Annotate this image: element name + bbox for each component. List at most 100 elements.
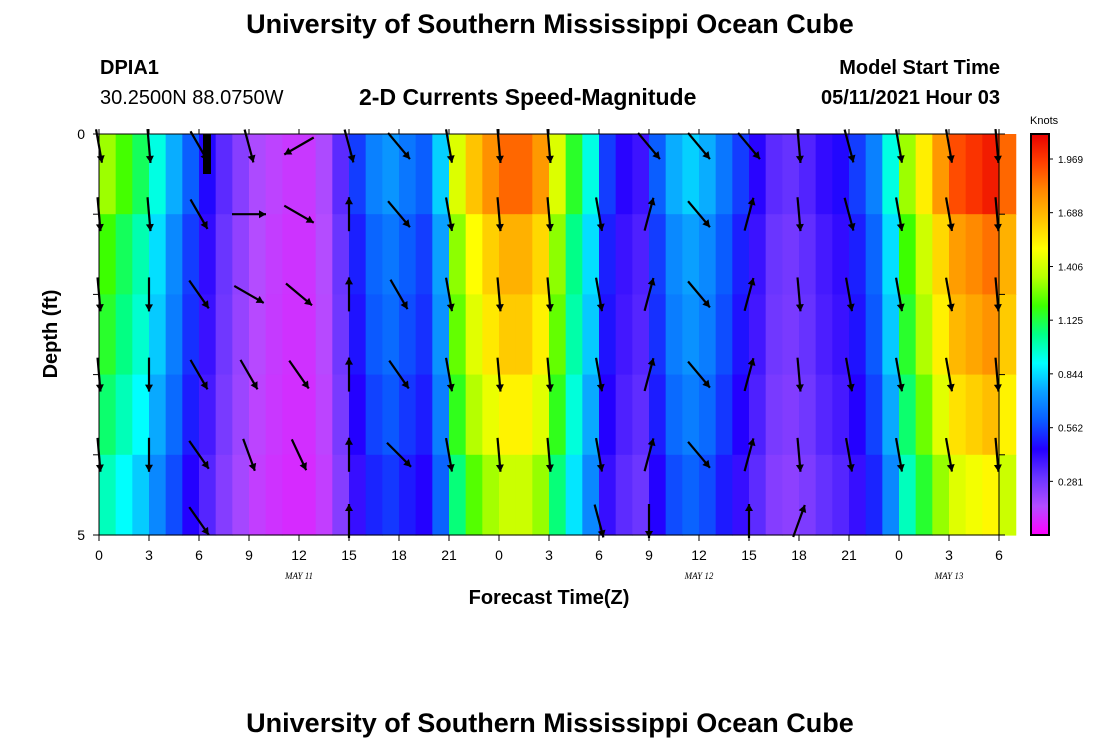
heatmap-cell (849, 374, 867, 456)
current-vector (944, 129, 955, 163)
heatmap-cell (132, 374, 150, 456)
current-vector (993, 277, 1002, 312)
heatmap-cell (415, 294, 433, 376)
heatmap-cell (399, 374, 417, 456)
heatmap-cell (449, 374, 467, 456)
heatmap-cell (732, 374, 750, 456)
current-vector (844, 357, 855, 392)
x-tick-label: 21 (841, 547, 857, 563)
heatmap-cell (549, 294, 567, 376)
heatmap-cell (999, 294, 1017, 376)
heatmap-cell (882, 214, 900, 295)
current-vector (94, 129, 105, 163)
heatmap-cell (599, 214, 617, 295)
heatmap-cell (649, 214, 667, 295)
current-vector (687, 132, 711, 160)
current-vector (743, 357, 756, 392)
heatmap-cell (515, 374, 533, 456)
heatmap-cell (615, 214, 633, 295)
heatmap-cell (815, 454, 833, 536)
model-start-label: Model Start Time (839, 57, 1000, 79)
heatmap-cell (282, 374, 300, 456)
heatmap-cell (765, 374, 783, 456)
current-vector (545, 277, 554, 312)
current-vector (145, 197, 154, 232)
heatmap-cell (332, 374, 350, 456)
current-vector (545, 357, 554, 392)
current-vector (288, 360, 310, 390)
heatmap-cell (782, 454, 800, 536)
heatmap-cell (582, 294, 600, 376)
heatmap-cell (99, 454, 117, 536)
current-vector (285, 282, 313, 307)
heatmap-cell (165, 374, 183, 456)
heatmap-cells (99, 134, 1017, 536)
date-label: MAY 13 (934, 571, 964, 581)
heatmap-cell (749, 454, 767, 536)
heatmap-cell (799, 294, 817, 376)
current-vector (189, 198, 209, 230)
current-vector (242, 438, 257, 472)
heatmap-cell (332, 294, 350, 376)
heatmap-cell (165, 454, 183, 536)
heatmap-cell (699, 214, 717, 295)
heatmap-cell (432, 214, 450, 295)
heatmap-cell (865, 374, 883, 456)
heatmap-cell (215, 454, 233, 536)
heatmap-cell (549, 134, 567, 215)
current-vector (345, 277, 353, 312)
date-label: MAY 12 (684, 571, 714, 581)
heatmap-cell (532, 294, 550, 376)
heatmap-cell (749, 294, 767, 376)
current-vector (188, 506, 210, 536)
current-vector (637, 132, 661, 160)
heatmap-cell (515, 134, 533, 215)
current-vector (388, 360, 410, 390)
heatmap-cell (615, 294, 633, 376)
heatmap-cell (265, 454, 283, 536)
current-vector (345, 437, 353, 472)
heatmap-cell (332, 454, 350, 536)
heatmap-cell (815, 134, 833, 215)
heatmap-cell (482, 134, 500, 215)
heatmap-cell (682, 454, 700, 536)
current-vector (944, 437, 955, 472)
heatmap-cell (515, 214, 533, 295)
x-tick-label: 18 (791, 547, 807, 563)
heatmap-cell (549, 374, 567, 456)
heatmap-cell (249, 134, 267, 215)
heatmap-cell (599, 134, 617, 215)
current-vector (894, 277, 905, 312)
heatmap-cell (215, 134, 233, 215)
heatmap-cell (849, 134, 867, 215)
current-vector (495, 437, 504, 472)
current-vector (594, 277, 605, 312)
current-vector (444, 129, 455, 163)
heatmap-cell (315, 134, 333, 215)
heatmap-cell (565, 454, 583, 536)
heatmap-cell (315, 214, 333, 295)
heatmap-cell (315, 374, 333, 456)
heatmap-cell (815, 294, 833, 376)
heatmap-cell (682, 214, 700, 295)
heatmap-cell (115, 374, 133, 456)
current-vector (643, 357, 656, 392)
heatmap-cell (699, 454, 717, 536)
heatmap-cell (932, 454, 950, 536)
heatmap-cell (715, 214, 733, 295)
x-tick-label: 0 (95, 547, 103, 563)
heatmap-cell (182, 134, 200, 215)
current-vector (145, 128, 154, 164)
heatmap-cell (765, 214, 783, 295)
current-vector (95, 197, 104, 232)
heatmap-cell (665, 374, 683, 456)
heatmap-cell (649, 374, 667, 456)
heatmap-cell (249, 454, 267, 536)
current-vector (444, 357, 455, 392)
heatmap-cell (465, 454, 483, 536)
heatmap-cell (899, 374, 917, 456)
colorbar-tick-label: 1.688 (1058, 209, 1083, 220)
heatmap-cell (982, 454, 1000, 536)
heatmap-cell (965, 454, 983, 536)
heatmap-cell (499, 374, 517, 456)
